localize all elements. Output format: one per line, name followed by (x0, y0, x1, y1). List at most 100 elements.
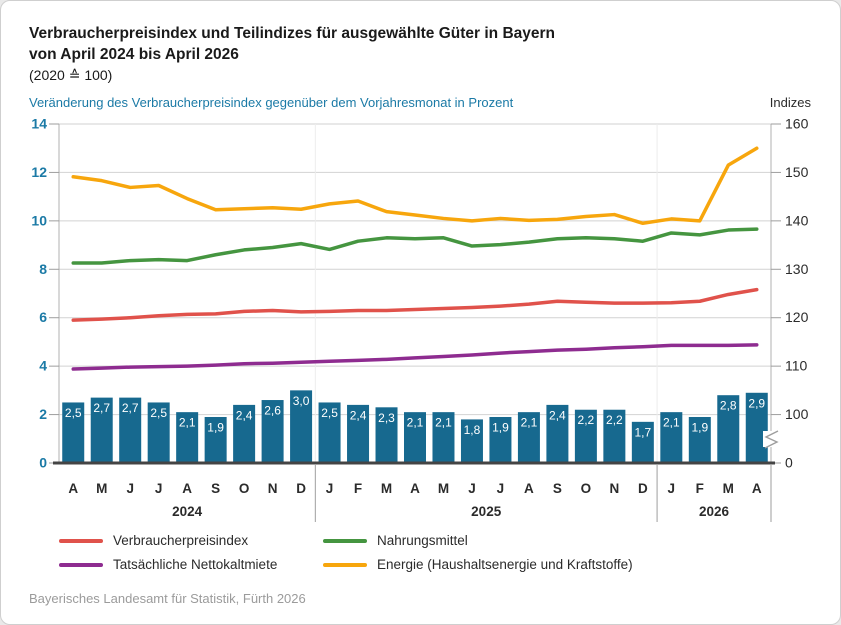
month-label: A (752, 481, 762, 496)
bar-value-label: 1,7 (634, 425, 651, 439)
year-label: 2024 (172, 504, 203, 519)
month-label: M (723, 481, 734, 496)
month-label: A (524, 481, 534, 496)
bar (318, 402, 341, 463)
bar (119, 397, 142, 463)
bar-value-label: 2,7 (122, 401, 139, 415)
right-tick-label: 110 (785, 358, 808, 374)
month-label: M (438, 481, 449, 496)
bar-value-label: 2,2 (606, 413, 623, 427)
bar (90, 397, 113, 463)
legend-label: Nahrungsmittel (377, 533, 468, 548)
legend-item-nettokaltmiete: Tatsächliche Nettokaltmiete (59, 556, 323, 573)
month-label: N (268, 481, 278, 496)
bar-value-label: 2,2 (578, 413, 595, 427)
bar (290, 390, 313, 463)
right-tick-label: 0 (785, 455, 793, 471)
left-tick-label: 10 (31, 212, 47, 228)
legend-label: Tatsächliche Nettokaltmiete (113, 557, 278, 572)
bar (62, 402, 85, 463)
month-label: J (468, 481, 476, 496)
bar-value-label: 2,1 (407, 416, 424, 430)
bar (517, 412, 540, 463)
bar-value-label: 2,9 (748, 396, 765, 410)
bar-value-label: 2,8 (720, 399, 737, 413)
bar (176, 412, 199, 463)
bar-value-label: 2,7 (93, 401, 110, 415)
month-label: M (381, 481, 392, 496)
legend-label: Verbraucherpreisindex (113, 533, 249, 548)
month-label: J (155, 481, 163, 496)
left-tick-label: 14 (31, 116, 47, 132)
month-label: A (182, 481, 192, 496)
line-series (71, 287, 759, 322)
month-label: O (239, 481, 250, 496)
legend: Verbraucherpreisindex Nahrungsmittel Tat… (59, 532, 633, 573)
title-line-2: von April 2024 bis April 2026 (29, 46, 239, 63)
bar (717, 395, 740, 463)
bar (631, 421, 654, 463)
chart-title-block: Verbraucherpreisindex und Teilindizes fü… (29, 23, 555, 84)
month-label: J (668, 481, 676, 496)
legend-swatch-green-line (323, 538, 367, 543)
bar (147, 402, 170, 463)
bar-value-label: 2,4 (236, 408, 253, 422)
legend-swatch-red-line (59, 538, 103, 543)
bar (347, 404, 370, 463)
legend-swatch-purple-line (59, 562, 103, 567)
bar (233, 404, 256, 463)
bar-value-label: 2,1 (435, 416, 452, 430)
line-series (71, 227, 759, 265)
year-label: 2026 (699, 504, 730, 519)
month-label: D (296, 481, 306, 496)
bar-value-label: 2,4 (549, 408, 566, 422)
right-tick-label: 150 (785, 164, 809, 180)
month-label: J (497, 481, 505, 496)
bar-value-label: 2,5 (65, 406, 82, 420)
bar (603, 409, 626, 463)
bar-value-label: 1,9 (207, 420, 224, 434)
axis-titles-row: Veränderung des Verbraucherpreisindex ge… (29, 95, 811, 110)
bar-value-label: 2,1 (663, 416, 680, 430)
month-label: F (696, 481, 704, 496)
bar-value-label: 1,9 (691, 420, 708, 434)
axis-break-icon (764, 430, 779, 449)
month-label: O (581, 481, 592, 496)
month-label: A (410, 481, 420, 496)
right-axis-title: Indizes (769, 95, 811, 110)
bar-value-label: 3,0 (293, 394, 310, 408)
month-label: S (553, 481, 562, 496)
bar-value-label: 2,1 (179, 416, 196, 430)
bar-value-label: 2,3 (378, 411, 395, 425)
right-tick-label: 140 (785, 212, 809, 228)
month-label: J (326, 481, 334, 496)
page-title: Verbraucherpreisindex und Teilindizes fü… (29, 23, 555, 65)
left-tick-label: 8 (39, 261, 47, 277)
legend-swatch-orange-line (323, 562, 367, 567)
bar (688, 416, 711, 463)
base-year-note: (2020 ≙ 100) (29, 67, 113, 83)
bar (660, 412, 683, 463)
month-label: M (96, 481, 107, 496)
bar-value-label: 1,8 (464, 423, 481, 437)
left-tick-label: 4 (39, 358, 47, 374)
bar-value-label: 1,9 (492, 420, 509, 434)
month-label: J (126, 481, 134, 496)
month-label: N (609, 481, 619, 496)
bar-value-label: 2,5 (321, 406, 338, 420)
legend-item-verbraucherpreisindex: Verbraucherpreisindex (59, 532, 323, 549)
bar-value-label: 2,6 (264, 404, 281, 418)
bar (745, 392, 768, 463)
legend-item-nahrungsmittel: Nahrungsmittel (323, 532, 633, 549)
bar (432, 412, 455, 463)
left-tick-label: 12 (31, 164, 47, 180)
title-line-1: Verbraucherpreisindex und Teilindizes fü… (29, 25, 555, 42)
line-series (71, 146, 759, 226)
bar (489, 416, 512, 463)
left-axis-title: Veränderung des Verbraucherpreisindex ge… (29, 95, 514, 110)
right-tick-label: 130 (785, 261, 809, 277)
bar (204, 416, 227, 463)
month-label: D (638, 481, 648, 496)
month-label: S (211, 481, 220, 496)
